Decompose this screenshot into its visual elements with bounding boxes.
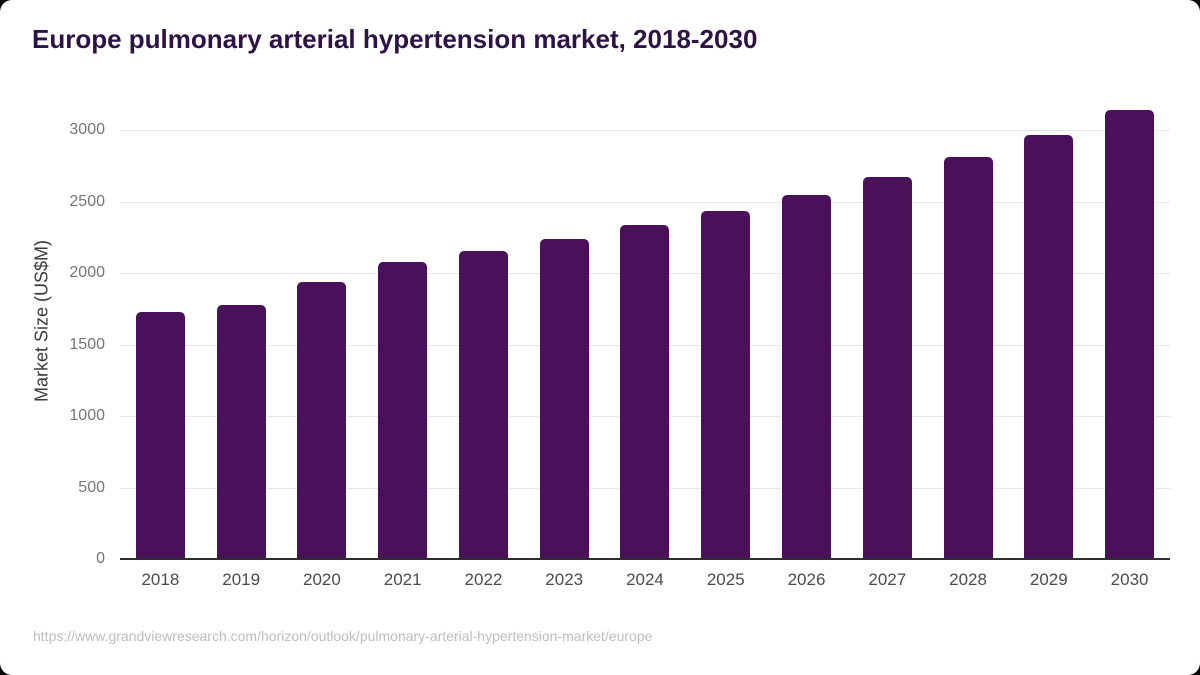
- bar-2022: [458, 251, 508, 559]
- y-tick-label-2000: 2000: [69, 264, 105, 281]
- chart-title: Europe pulmonary arterial hypertension m…: [32, 24, 758, 54]
- gridline-3000: [120, 130, 1170, 131]
- bar-2024: [620, 224, 670, 559]
- x-tick-label-2019: 2019: [222, 570, 261, 589]
- bar-2023: [539, 238, 589, 559]
- bar-2027: [862, 177, 912, 559]
- bar-2020: [297, 281, 347, 559]
- y-tick-label-500: 500: [78, 478, 105, 496]
- bar-2030: [1105, 110, 1155, 559]
- x-tick-label-2027: 2027: [868, 570, 907, 589]
- bar-slot-2030: [1089, 110, 1170, 559]
- y-tick-label-3000: 3000: [69, 121, 105, 138]
- bar-slot-2022: [443, 130, 524, 559]
- y-tick-label-2500: 2500: [69, 192, 105, 210]
- bar-slot-2026: [766, 130, 847, 559]
- bar-2018: [135, 312, 185, 559]
- bar-slot-2024: [605, 130, 686, 559]
- x-tick-label-2021: 2021: [383, 570, 422, 589]
- x-tick-label-2022: 2022: [464, 570, 503, 589]
- x-tick-label-2029: 2029: [1029, 570, 1068, 589]
- bar-slot-2027: [847, 130, 928, 559]
- x-axis-labels: 2018 2019 2020 2021 2022 2023 2024 2025 2026 2027…: [120, 570, 1170, 590]
- y-tick-label-1000: 1000: [69, 407, 105, 424]
- x-tick-label-2025: 2025: [706, 570, 745, 589]
- x-tick-label-2018: 2018: [141, 570, 180, 589]
- x-axis-line: [120, 558, 1170, 560]
- x-tick-label-2024: 2024: [626, 570, 664, 589]
- bar-slot-2028: [928, 130, 1009, 559]
- bars-layer: [120, 110, 1170, 559]
- bar-2026: [782, 194, 831, 559]
- y-tick-label-0: 0: [96, 550, 105, 567]
- plot-area: [120, 110, 1170, 560]
- bar-2019: [216, 304, 266, 559]
- bar-slot-2021: [362, 130, 443, 559]
- bar-slot-2029: [1008, 130, 1089, 559]
- bar-2028: [943, 157, 993, 559]
- bar-2025: [701, 211, 751, 559]
- bar-2021: [378, 261, 428, 559]
- source-url: https://www.grandviewresearch.com/horizo…: [33, 628, 653, 644]
- bar-slot-2019: [201, 130, 282, 559]
- y-tick-label-1500: 1500: [69, 335, 105, 353]
- bar-slot-2023: [524, 130, 605, 559]
- x-tick-label-2026: 2026: [787, 570, 826, 589]
- gridline-2500: [120, 201, 1170, 203]
- bar-slot-2018: [120, 130, 201, 559]
- bar-2029: [1024, 134, 1074, 559]
- x-tick-label-2028: 2028: [949, 570, 987, 589]
- bar-slot-2020: [282, 130, 363, 559]
- x-tick-label-2020: 2020: [303, 570, 341, 589]
- x-tick-label-2023: 2023: [545, 570, 584, 589]
- x-tick-label-2030: 2030: [1110, 570, 1149, 589]
- bar-slot-2025: [685, 130, 766, 559]
